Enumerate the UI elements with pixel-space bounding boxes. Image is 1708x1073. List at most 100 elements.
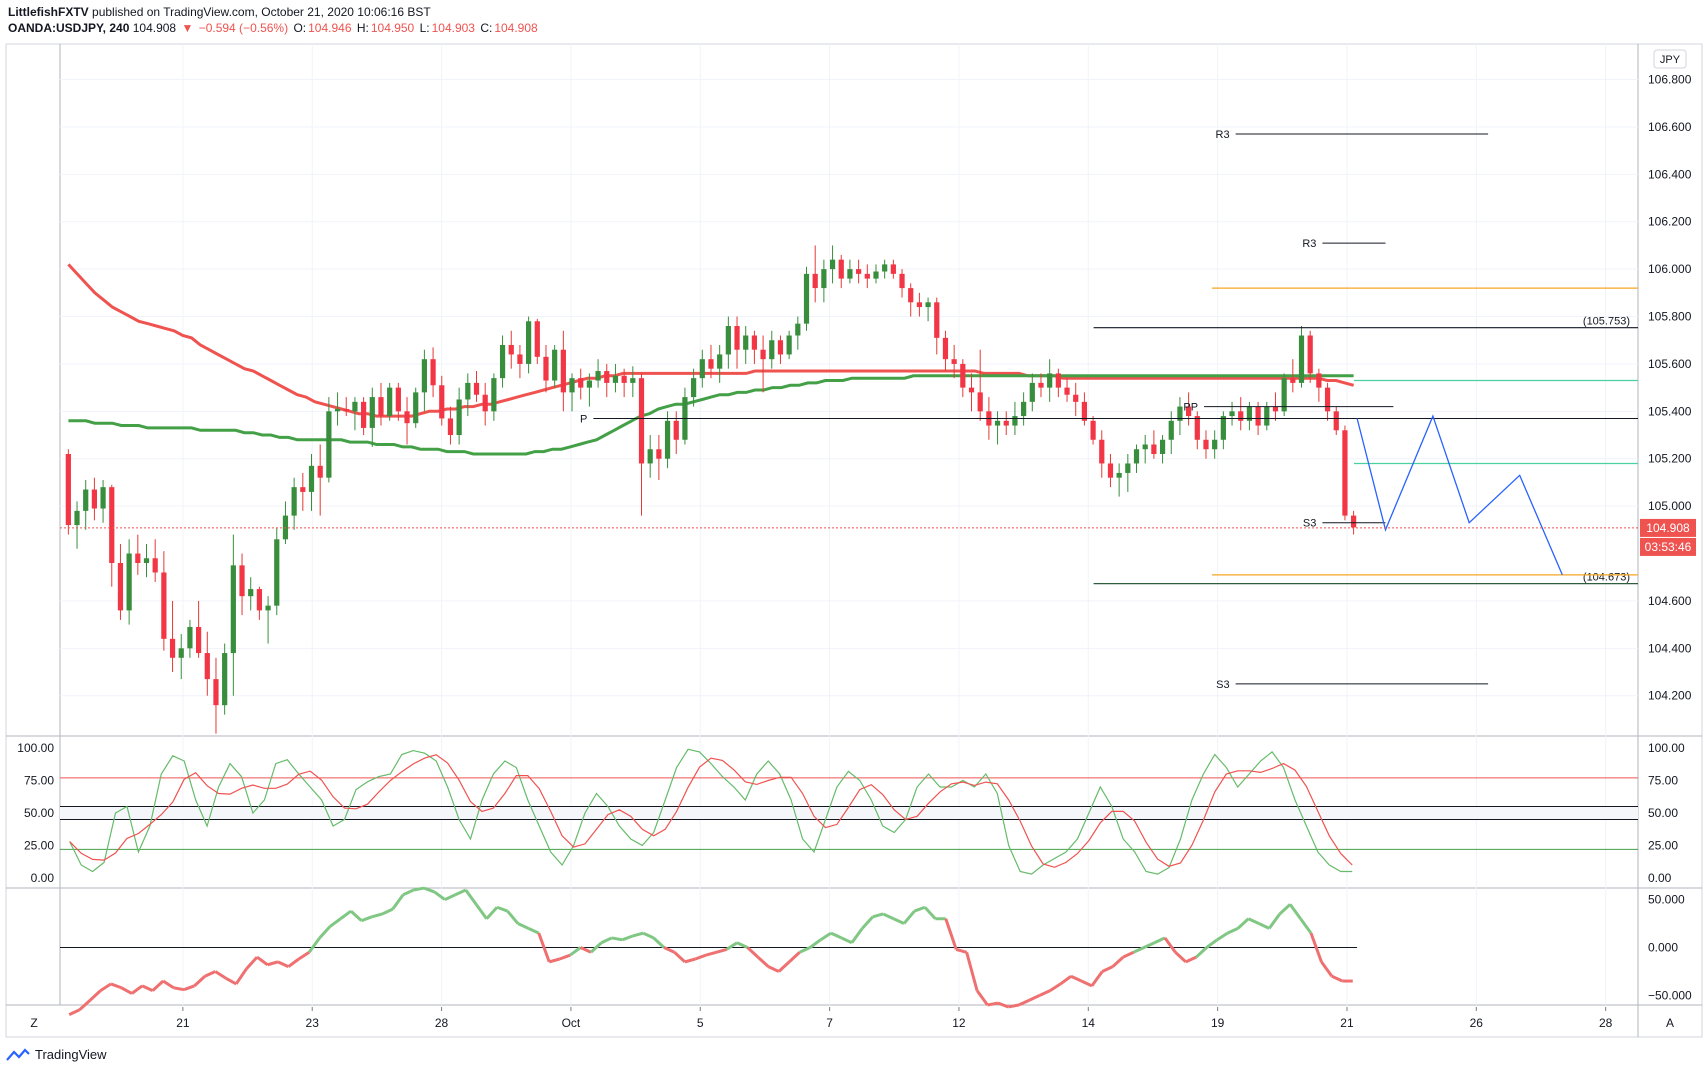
momentum-segment	[632, 931, 644, 938]
pivot-label: R3	[1216, 129, 1230, 141]
candle-body	[612, 375, 619, 383]
publisher-line: LittlefishFXTV published on TradingView.…	[8, 4, 540, 20]
candle-body	[899, 273, 905, 289]
momentum-segment	[245, 956, 259, 970]
candle-body	[734, 326, 740, 350]
momentum-segment	[944, 918, 958, 950]
candle-body	[256, 589, 263, 611]
candle-body	[143, 558, 150, 563]
candle-body	[1073, 394, 1079, 402]
momentum-segment	[506, 910, 520, 925]
candle-body	[1264, 406, 1270, 426]
candle-body	[673, 420, 679, 440]
candle-body	[1229, 411, 1235, 417]
time-tick-label: 23	[306, 1016, 320, 1030]
momentum-segment	[151, 979, 165, 992]
candle-body	[786, 335, 792, 355]
momentum-segment	[840, 936, 853, 945]
momentum-segment	[652, 936, 666, 949]
candle-body	[204, 653, 210, 680]
momentum-segment	[767, 965, 780, 973]
momentum-segment	[1122, 950, 1135, 959]
momentum-segment	[1288, 903, 1302, 920]
candle-body	[100, 487, 106, 509]
momentum-segment	[173, 986, 185, 992]
momentum-segment	[381, 907, 394, 916]
candle-body	[222, 653, 228, 706]
momentum-segment	[391, 893, 405, 911]
candle-body	[1177, 406, 1183, 421]
countdown-tag	[1640, 537, 1696, 556]
candle-body	[178, 648, 184, 658]
candle-body	[1290, 378, 1296, 383]
candle-body	[916, 302, 923, 308]
momentum-segment	[433, 890, 446, 901]
candle-body	[638, 378, 645, 464]
open-value: 104.946	[308, 21, 352, 35]
momentum-segment	[193, 975, 206, 987]
momentum-segment	[214, 970, 227, 980]
time-tick-label: 28	[435, 1016, 449, 1030]
momentum-segment	[579, 946, 592, 954]
momentum-segment	[913, 905, 926, 913]
candle-body	[248, 589, 254, 597]
pivot-label: PP	[1183, 402, 1198, 414]
candle-body	[439, 385, 445, 419]
candle-body	[291, 487, 297, 516]
momentum-segment	[297, 951, 311, 961]
author-name[interactable]: LittlefishFXTV	[8, 5, 89, 19]
candle-body	[942, 337, 949, 360]
candle-body	[595, 371, 601, 381]
price-tick-label: 106.400	[1648, 167, 1692, 181]
stochastic-tick-label: 100.00	[1648, 741, 1685, 755]
candle-body	[421, 359, 428, 393]
momentum-segment	[611, 936, 623, 942]
close-label: C:	[480, 21, 493, 35]
candle-body	[934, 302, 940, 338]
candle-body	[404, 411, 410, 424]
candle-body	[395, 387, 401, 412]
candle-body	[1203, 439, 1209, 450]
momentum-segment	[277, 960, 289, 969]
candle-body	[925, 302, 931, 308]
candle-body	[83, 489, 89, 511]
log-scale-toggle[interactable]: Z	[30, 1016, 37, 1030]
candle-body	[1133, 449, 1140, 464]
candle-body	[361, 401, 367, 428]
low-label: L:	[419, 21, 430, 35]
tradingview-brand[interactable]: TradingView	[35, 1047, 107, 1062]
stochastic-left-tick-label: 100.00	[17, 741, 54, 755]
momentum-segment	[663, 946, 676, 954]
momentum-segment	[1018, 998, 1030, 1007]
stochastic-left-tick-label: 0.00	[31, 871, 55, 885]
momentum-segment	[141, 984, 154, 992]
candle-body	[65, 453, 71, 526]
stochastic-left-tick-label: 75.00	[24, 774, 54, 788]
candle-body	[1255, 406, 1261, 426]
candle-body	[1142, 444, 1148, 450]
candle-body	[91, 489, 98, 509]
candle-body	[864, 273, 870, 279]
candle-body	[1168, 420, 1174, 440]
chart-frame	[5, 43, 1703, 1038]
symbol-label[interactable]: OANDA:USDJPY, 240	[8, 21, 130, 35]
open-label: O:	[293, 21, 307, 35]
level-label: (104.673)	[1583, 572, 1630, 584]
momentum-segment	[1163, 937, 1177, 954]
auto-scale-toggle[interactable]: A	[1666, 1016, 1674, 1030]
candle-body	[656, 449, 662, 459]
candle-body	[699, 359, 705, 379]
momentum-segment	[975, 989, 989, 1006]
candle-body	[534, 321, 540, 357]
momentum-segment	[339, 909, 352, 920]
candle-body	[1194, 416, 1200, 440]
momentum-segment	[183, 984, 195, 992]
momentum-segment	[1226, 926, 1239, 935]
momentum-segment	[715, 947, 728, 954]
candle-body	[1246, 406, 1253, 421]
last-price: 104.908	[132, 21, 177, 35]
momentum-segment	[799, 946, 811, 954]
momentum-segment	[517, 922, 529, 930]
candle-body	[169, 638, 176, 658]
